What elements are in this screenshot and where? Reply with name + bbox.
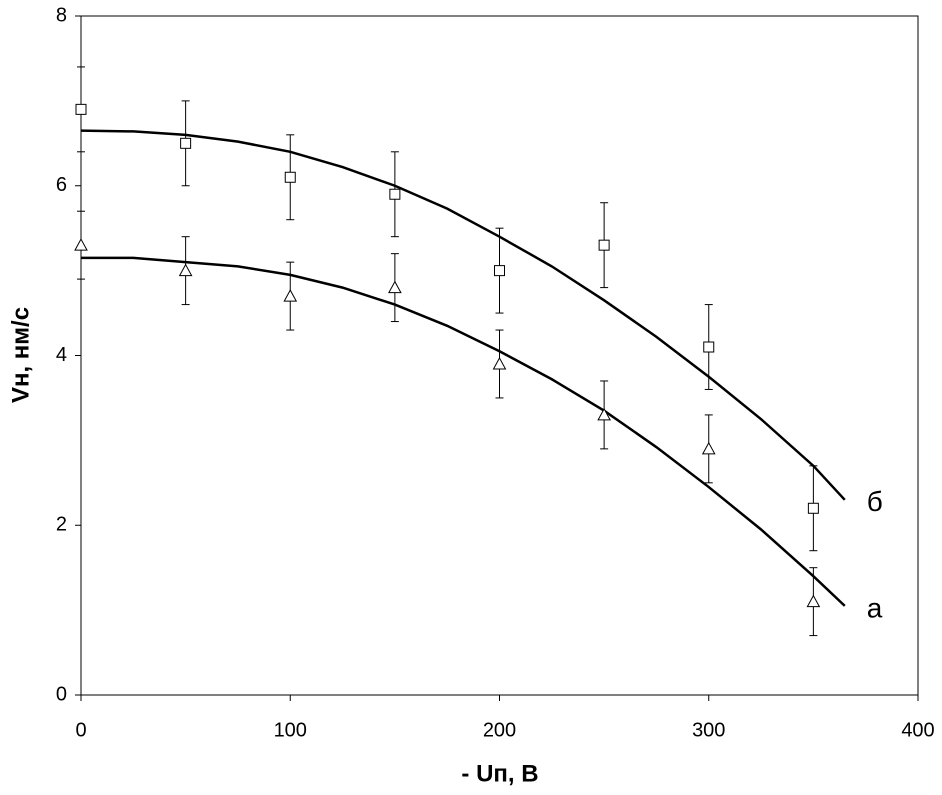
curve-label: б xyxy=(867,486,883,517)
x-tick-label: 100 xyxy=(274,719,307,741)
marker-triangle xyxy=(74,238,88,251)
marker-square xyxy=(807,502,819,514)
curve-label: а xyxy=(867,592,883,623)
fit-curve xyxy=(80,129,846,501)
marker-triangle xyxy=(597,407,611,421)
marker-square xyxy=(75,103,87,115)
marker-triangle xyxy=(492,356,507,370)
x-axis-title: - Uп, В xyxy=(461,760,538,787)
marker-triangle xyxy=(388,280,402,294)
marker-square xyxy=(284,171,296,183)
marker-square xyxy=(180,137,192,149)
marker-triangle xyxy=(178,263,193,277)
marker-triangle xyxy=(283,289,298,302)
x-tick-label: 300 xyxy=(692,719,725,741)
y-tick-label: 2 xyxy=(56,514,67,536)
y-axis-title: Vн, нм/с xyxy=(7,307,34,403)
x-tick-label: 400 xyxy=(901,719,934,741)
marker-triangle xyxy=(701,441,716,455)
marker-square xyxy=(494,265,505,277)
y-tick-label: 6 xyxy=(56,174,67,196)
marker-triangle xyxy=(806,594,821,608)
y-tick-label: 8 xyxy=(56,4,67,26)
y-tick-label: 0 xyxy=(56,683,67,705)
y-tick-label: 4 xyxy=(56,344,67,366)
x-tick-label: 0 xyxy=(75,719,86,741)
x-tick-label: 200 xyxy=(483,719,516,741)
marker-square xyxy=(598,239,610,251)
marker-square xyxy=(703,341,715,353)
marker-square xyxy=(389,188,401,200)
fit-curve xyxy=(81,256,846,607)
